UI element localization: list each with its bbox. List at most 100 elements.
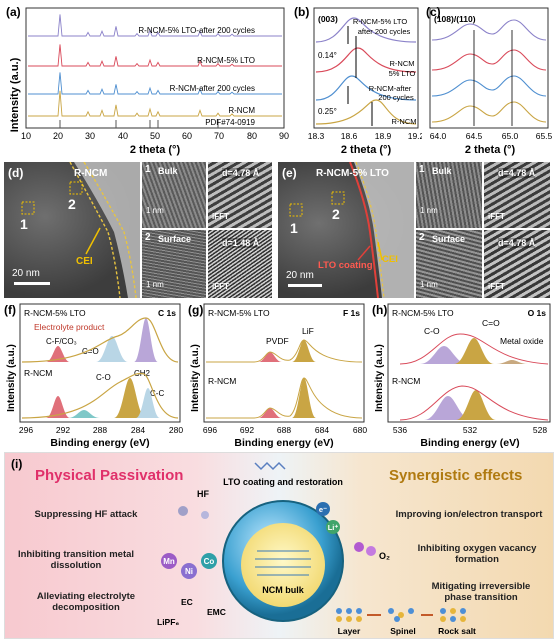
ni-label: Ni bbox=[185, 567, 193, 576]
hf-molecule-icon bbox=[178, 506, 188, 516]
g-xtick-3: 684 bbox=[315, 425, 329, 435]
panel-f-core: C 1s bbox=[158, 308, 176, 318]
panel-e-bulk-hrtem: 1 Bulk 1 nm bbox=[416, 162, 482, 228]
panel-e-bulk-ifft: d=4.78 Å iFFT bbox=[484, 162, 550, 228]
b-peak-3 bbox=[315, 99, 417, 125]
panel-h-peak-c-o: C-O bbox=[424, 326, 440, 336]
f-top-peak-3 bbox=[134, 318, 158, 362]
ec-label: EC bbox=[181, 597, 193, 607]
a-xtick-7: 80 bbox=[247, 131, 257, 141]
panel-f-frame bbox=[19, 303, 181, 423]
panel-g-ylabel: Intensity (a.u.) bbox=[190, 344, 201, 412]
center-particle-graphic: NCM bulk LTO coating and restoration HF … bbox=[157, 461, 390, 627]
panel-d-bulk-scale: 1 nm bbox=[146, 206, 164, 215]
h-bot-co1 bbox=[424, 396, 472, 420]
panel-f-note: Electrolyte product bbox=[34, 322, 105, 332]
b-shift-top: 0.14° bbox=[318, 51, 337, 60]
ncm-core bbox=[241, 523, 325, 607]
a-xtick-2: 30 bbox=[85, 131, 95, 141]
panel-e-surface-hrtem: 2 Surface 1 nm bbox=[416, 230, 482, 298]
panel-e-dsurf: d=4.78 Å bbox=[498, 238, 536, 248]
panel-d-dsurf: d=1.48 Å bbox=[222, 238, 260, 248]
f-xtick-1: 292 bbox=[56, 425, 70, 435]
b-label-lto-2: 5% LTO bbox=[389, 69, 416, 78]
f-xtick-2: 288 bbox=[93, 425, 107, 435]
xrd-curve-0 bbox=[28, 14, 282, 37]
panel-e-bulk: Bulk bbox=[432, 166, 452, 176]
a-xtick-6: 70 bbox=[214, 131, 224, 141]
ni-ion-icon bbox=[181, 563, 197, 579]
a-xtick-5: 60 bbox=[182, 131, 192, 141]
panel-g-core: F 1s bbox=[343, 308, 360, 318]
oxygen-icon bbox=[354, 542, 364, 552]
b-xtick-2: 18.9 bbox=[375, 131, 392, 141]
co-label: Co bbox=[204, 557, 215, 566]
b-peak-2 bbox=[315, 75, 417, 101]
panel-d-marker-2: 2 bbox=[68, 196, 76, 212]
lto-structure-icon bbox=[254, 461, 286, 471]
g-top-pvdf bbox=[258, 352, 282, 362]
panel-e-ifft-1: iFFT bbox=[488, 212, 505, 221]
panel-f-peak-cc: C-C bbox=[150, 389, 164, 398]
panel-e-marker-1: 1 bbox=[290, 220, 298, 236]
b-xtick-3: 19.2 bbox=[408, 131, 422, 141]
panel-f-peak-c-o: C-O bbox=[96, 373, 111, 382]
phase-spinel: Spinel bbox=[390, 626, 416, 636]
curve-label-lto: R-NCM-5% LTO bbox=[197, 56, 255, 65]
h-top-envelope bbox=[399, 333, 549, 365]
panel-f-peak-co: C=O bbox=[82, 347, 99, 356]
b-label-nm200-2: 200 cycles bbox=[378, 93, 414, 102]
panel-e-bulk-scale: 1 nm bbox=[420, 206, 438, 215]
panel-h-peak-oxide: Metal oxide bbox=[500, 336, 544, 346]
g-bot-envelope bbox=[206, 377, 363, 419]
panel-b-label: (b) bbox=[294, 5, 309, 19]
panel-g-xlabel: Binding energy (eV) bbox=[234, 437, 333, 449]
panel-g-frame bbox=[203, 303, 365, 423]
a-xtick-4: 50 bbox=[150, 131, 160, 141]
f-bot-envelope bbox=[21, 372, 179, 419]
g-bot-lif bbox=[292, 378, 316, 418]
b-shift-bottom: 0.25° bbox=[318, 107, 337, 116]
panel-a-frame bbox=[25, 7, 285, 129]
panel-e-cei: CEI bbox=[382, 254, 398, 265]
panel-f-xlabel: Binding energy (eV) bbox=[50, 437, 149, 449]
panel-d-surface-ifft: d=1.48 Å iFFT bbox=[208, 230, 272, 298]
f-xtick-0: 296 bbox=[19, 425, 33, 435]
left-item-dissolution: Inhibiting transition metal dissolution bbox=[17, 549, 135, 571]
panel-e-title: R-NCM-5% LTO bbox=[316, 168, 389, 179]
curve-label-lto200: R-NCM-5% LTO-after 200 cycles bbox=[138, 26, 255, 35]
panel-d-marker-1: 1 bbox=[20, 216, 28, 232]
f-bot-peak-2 bbox=[68, 410, 100, 418]
left-item-hf: Suppressing HF attack bbox=[34, 509, 138, 520]
xps-panels: (f) Intensity (a.u.) R-NCM-5% LTO C 1s E… bbox=[4, 303, 551, 449]
li-label: Li⁺ bbox=[328, 523, 339, 532]
g-xtick-2: 688 bbox=[277, 425, 291, 435]
panel-i-schematic: (i) Physical Passivation Synergistic eff… bbox=[4, 452, 554, 639]
panel-f-label: (f) bbox=[4, 303, 16, 317]
panel-g-label: (g) bbox=[188, 303, 203, 317]
a-xtick-1: 20 bbox=[53, 131, 63, 141]
panel-d-bulk-hrtem: 1 Bulk 1 nm bbox=[142, 162, 206, 228]
panel-h-frame bbox=[387, 303, 551, 423]
g-top-envelope bbox=[206, 339, 363, 363]
b-label-nm: R-NCM bbox=[392, 117, 417, 126]
curve-label-nm200: R-NCM-after 200 cycles bbox=[170, 84, 255, 93]
hf-label: HF bbox=[197, 489, 209, 499]
panel-d-dbulk: d=4.78 Å bbox=[222, 168, 260, 178]
c-peak-3 bbox=[431, 101, 547, 123]
g-xtick-0: 696 bbox=[203, 425, 217, 435]
g-xtick-1: 692 bbox=[240, 425, 254, 435]
panel-b-xrd-003: (b) (003) R-NCM-5% LTO after 200 cycles … bbox=[294, 5, 422, 156]
panel-b-hkl: (003) bbox=[318, 14, 338, 24]
f-bot-peak-1 bbox=[46, 396, 70, 418]
panel-h-sample-bottom: R-NCM bbox=[392, 376, 420, 386]
panel-e-surf-num: 2 bbox=[419, 232, 425, 243]
panel-f-ylabel: Intensity (a.u.) bbox=[6, 344, 17, 412]
phase-transition-graphic: Layer Spinel Rock salt bbox=[336, 608, 476, 636]
b-label-lto-1: R-NCM bbox=[390, 59, 415, 68]
a-xtick-3: 40 bbox=[118, 131, 128, 141]
o2-label: O₂ bbox=[379, 551, 390, 561]
f-xtick-3: 284 bbox=[131, 425, 145, 435]
right-item-phase: Mitigating irreversible phase transition bbox=[431, 581, 531, 603]
panel-g-peak-pvdf: PVDF bbox=[266, 336, 289, 346]
